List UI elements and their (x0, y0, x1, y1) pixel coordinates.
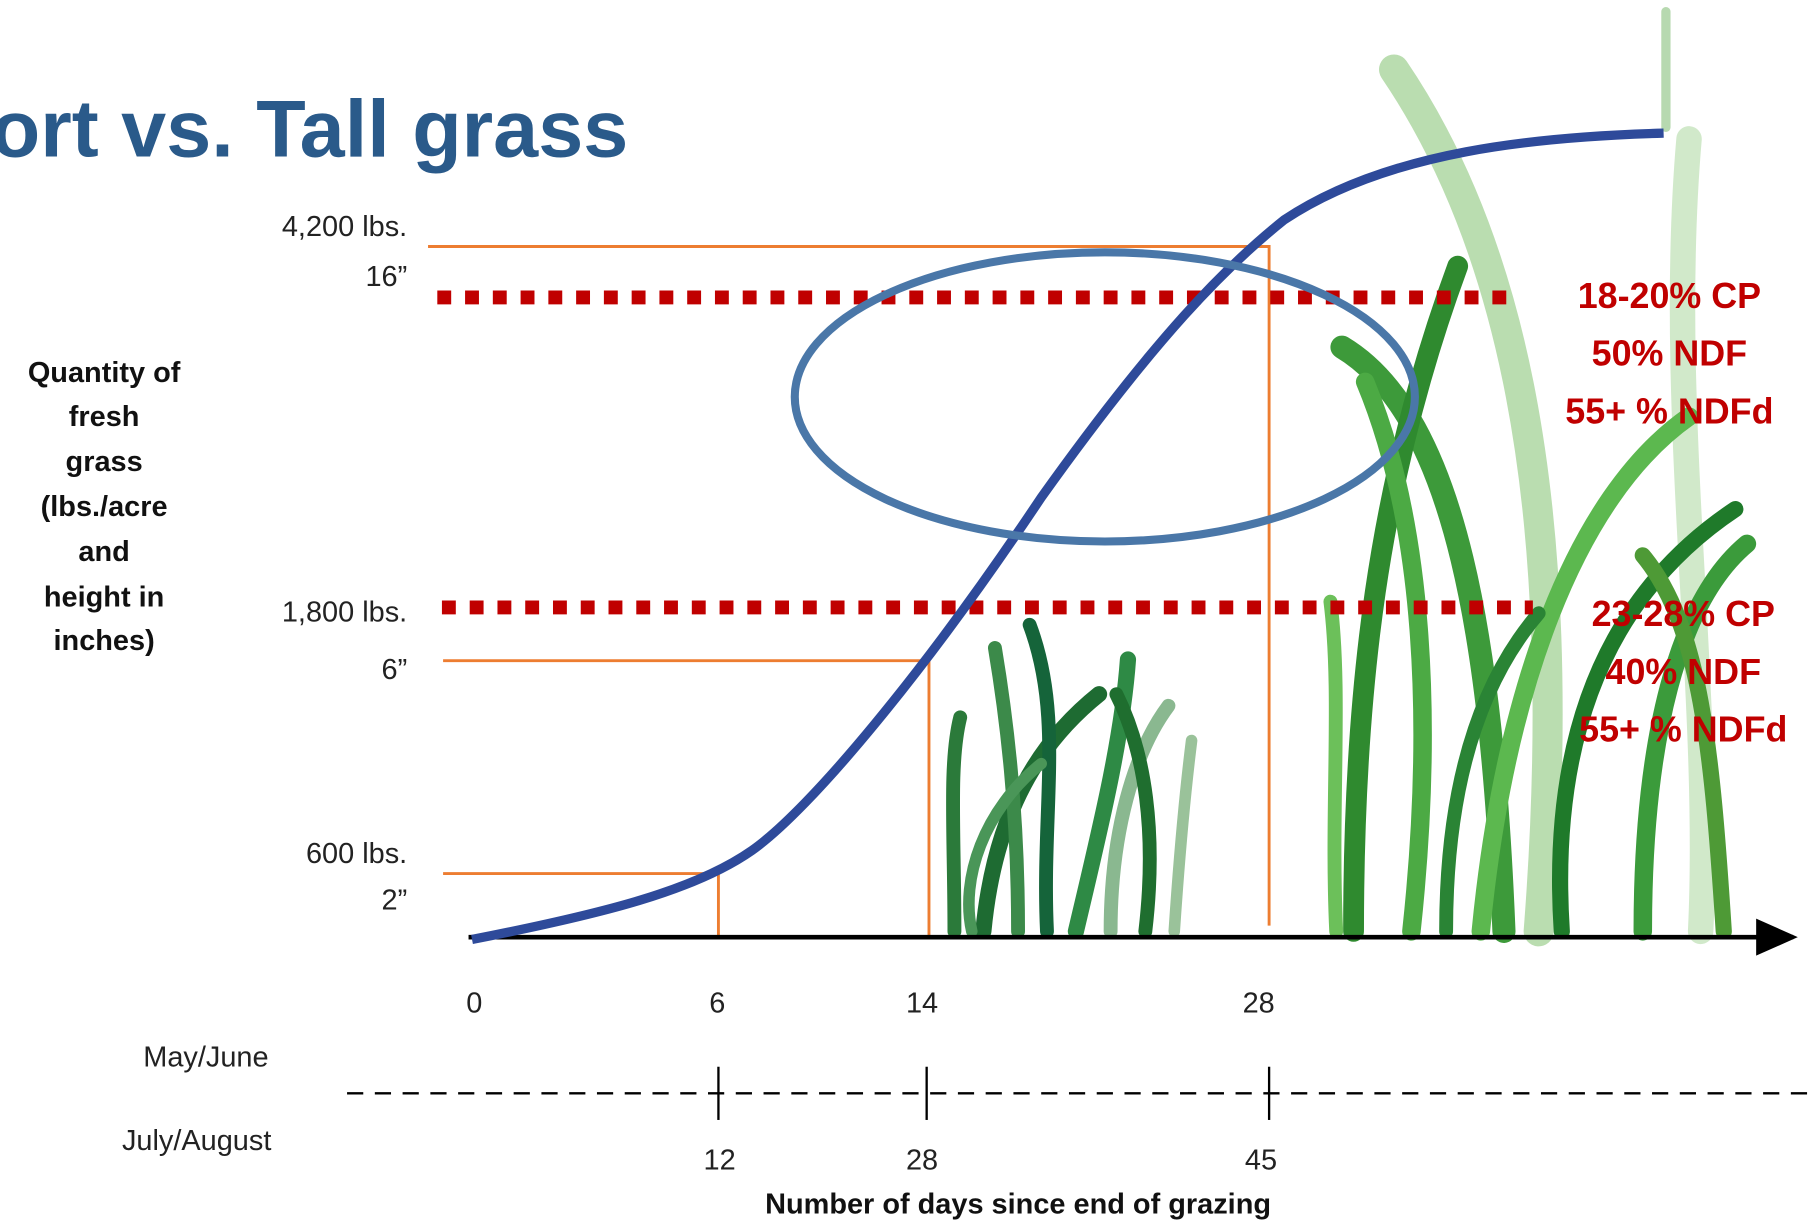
quality-note: 23-28% CP (1592, 594, 1775, 634)
quality-thresholds (437, 290, 1533, 615)
y-label-line: Quantity of (28, 357, 181, 389)
x-tick-label: 6 (709, 987, 725, 1019)
quality-note: 18-20% CP (1578, 276, 1761, 316)
x-tick-label: 12 (704, 1145, 736, 1177)
level-weight: 600 lbs. (306, 838, 407, 870)
y-label-line: inches) (54, 625, 155, 657)
growth-curve (471, 128, 1664, 945)
y-label-line: and (78, 536, 129, 568)
y-label-line: grass (66, 446, 143, 478)
y-axis-label: Quantity of fresh grass (lbs./acre and h… (28, 357, 181, 657)
quality-note: 55+ % NDFd (1565, 392, 1773, 432)
season-label: May/June (143, 1042, 268, 1074)
quality-note: 50% NDF (1592, 334, 1747, 374)
level-weight: 4,200 lbs. (282, 211, 407, 243)
x-axis-label: Number of days since end of grazing (765, 1189, 1271, 1221)
x-tick-label: 28 (1243, 987, 1275, 1019)
level-weight: 1,800 lbs. (282, 596, 407, 628)
season-label: July/August (122, 1125, 271, 1157)
quality-note: 40% NDF (1606, 652, 1761, 692)
level-height: 2” (382, 884, 408, 916)
tall-grass (1323, 7, 1757, 947)
title: ort vs. Tall grass (0, 84, 628, 174)
y-label-line: (lbs./acre (41, 491, 168, 523)
level-height: 6” (382, 654, 408, 686)
level-height: 16” (365, 261, 407, 293)
x-tick-label: 14 (906, 987, 938, 1019)
highlight-ellipse (790, 248, 1419, 546)
x-tick-label: 0 (466, 987, 482, 1019)
season-timeline (347, 1066, 1814, 1120)
short-grass (946, 617, 1198, 940)
x-tick-label: 45 (1245, 1145, 1277, 1177)
y-label-line: height in (44, 581, 164, 613)
y-label-line: fresh (69, 401, 140, 433)
x-tick-label: 28 (906, 1145, 938, 1177)
quality-note: 55+ % NDFd (1579, 710, 1787, 750)
